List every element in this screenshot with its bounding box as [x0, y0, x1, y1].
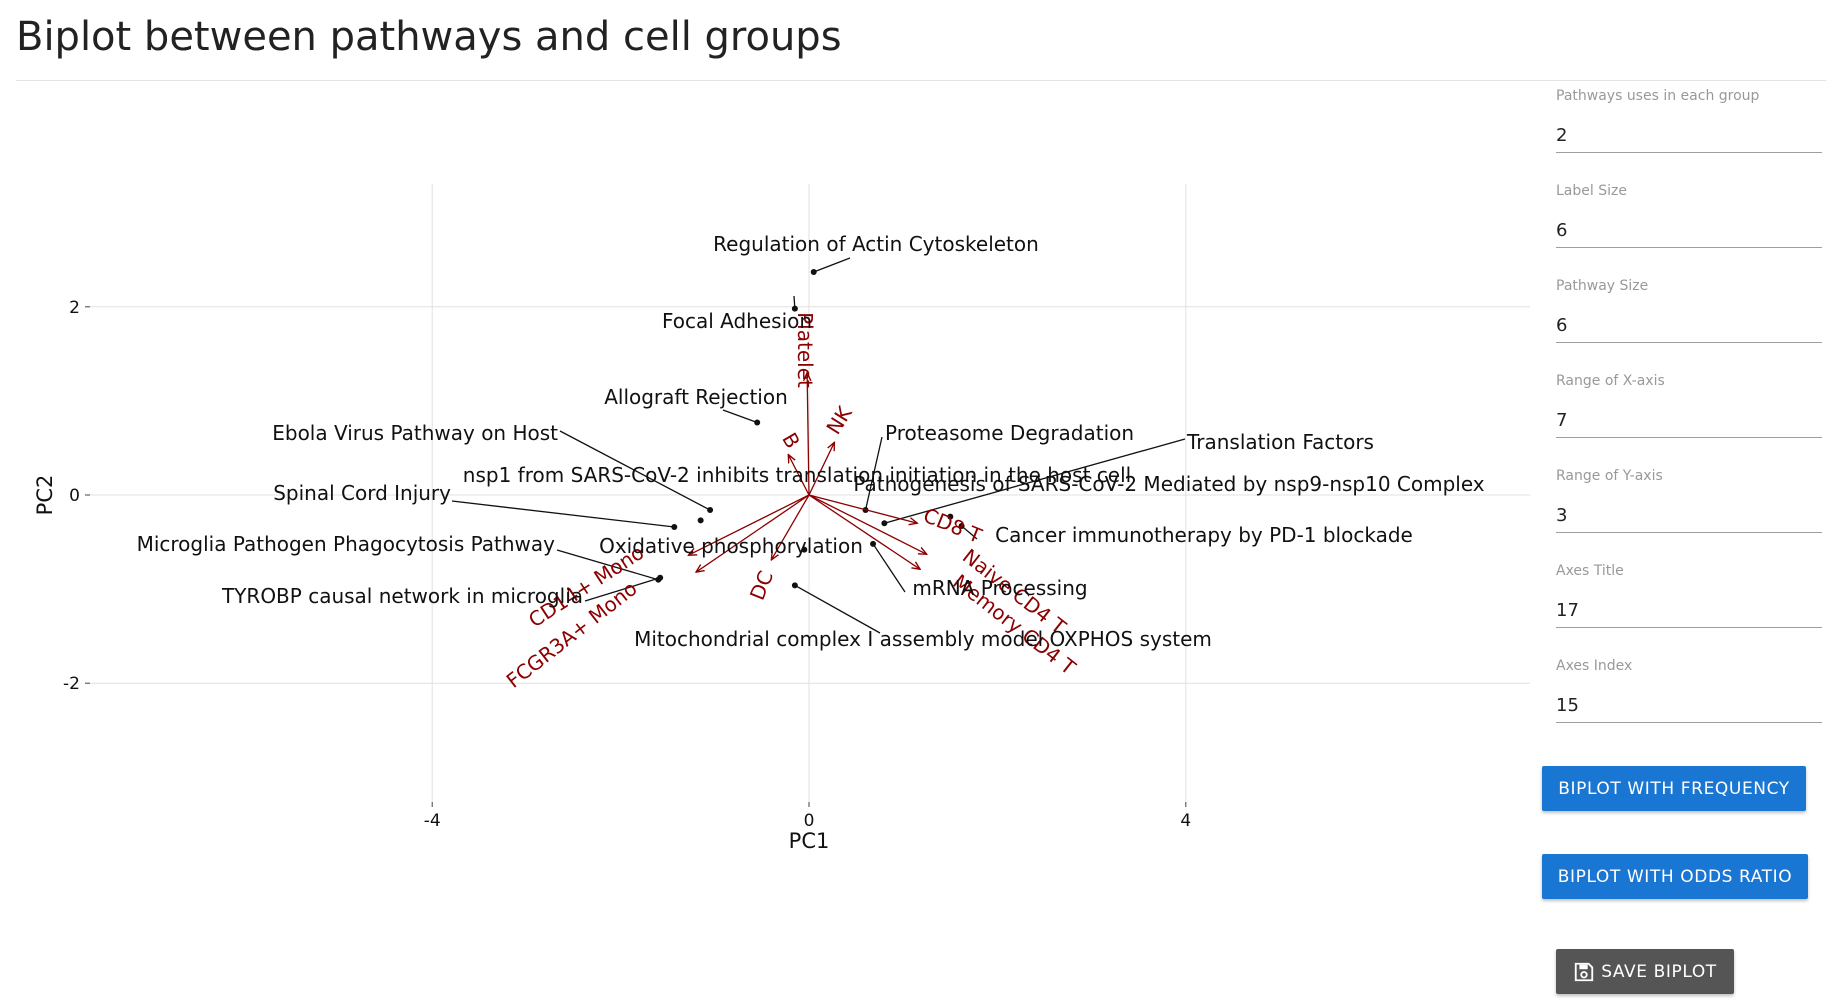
pathway-point [754, 419, 761, 426]
pathway-label: Regulation of Actin Cytoskeleton [713, 232, 1039, 256]
pathway-point [707, 507, 714, 514]
pathway-point [657, 574, 664, 581]
title-divider [16, 80, 1826, 81]
pathway-label: nsp1 from SARS-CoV-2 inhibits translatio… [463, 463, 1131, 487]
pathway-point [791, 582, 798, 589]
field-label: Axes Index [1556, 658, 1633, 674]
cell-group-label: NK [821, 401, 857, 438]
axes-index-input[interactable] [1556, 688, 1822, 723]
loading-arrow [808, 494, 920, 569]
loading-arrow [696, 494, 810, 572]
label-connector [961, 525, 978, 540]
cell-group-label: CD8 T [920, 503, 986, 548]
pathway-label: Allograft Rejection [604, 385, 788, 409]
pathway-label: Mitochondrial complex I assembly model O… [634, 627, 1212, 651]
x-range-input[interactable] [1556, 403, 1822, 438]
pathway-label: Focal Adhesion [662, 309, 812, 333]
loading-arrow [688, 494, 810, 555]
pathway-label: Spinal Cord Injury [273, 481, 451, 505]
biplot-frequency-button[interactable]: BIPLOT WITH FREQUENCY [1542, 766, 1806, 811]
field-pathways-per-group: Pathways uses in each group [1556, 82, 1826, 177]
sidebar: Pathways uses in each group Label Size P… [1556, 82, 1826, 747]
pathway-label: Pathogenesis of SARS-CoV-2 Mediated by n… [853, 472, 1484, 496]
pathway-label: Proteasome Degradation [885, 421, 1134, 445]
cell-group-label: Platelet [793, 312, 817, 388]
x-tick-label: 4 [1180, 811, 1191, 831]
y-range-input[interactable] [1556, 498, 1822, 533]
label-connector [813, 257, 851, 273]
x-tick-label: 0 [804, 811, 815, 831]
field-label: Pathway Size [1556, 278, 1649, 294]
pathway-point [870, 540, 877, 547]
field-y-range: Range of Y-axis [1556, 462, 1826, 557]
loading-arrow [788, 455, 810, 496]
y-tick-label: 2 [69, 298, 80, 318]
pathway-label: Translation Factors [1186, 430, 1374, 454]
label-connector [556, 549, 659, 581]
loading-arrow [807, 373, 809, 496]
loading-arrow [808, 494, 927, 554]
label-size-input[interactable] [1556, 213, 1822, 248]
pathway-label: Oxidative phosphorylation [599, 534, 863, 558]
pathway-point [881, 520, 888, 527]
label-connector [451, 500, 675, 528]
pathway-point [697, 517, 704, 524]
field-x-range: Range of X-axis [1556, 367, 1826, 462]
y-axis-title: PC2 [33, 475, 57, 516]
biplot-area: -4 0 4 -2 0 2 PC1 PC2 Platelet NK B CD8 T Naive CD4 … [0, 82, 1530, 998]
field-label: Label Size [1556, 183, 1627, 199]
pathway-point [791, 305, 798, 312]
field-label: Range of Y-axis [1556, 468, 1663, 484]
cell-group-label: B [777, 429, 805, 453]
label-connector [872, 543, 906, 593]
biplot-odds-ratio-button[interactable]: BIPLOT WITH ODDS RATIO [1542, 854, 1808, 899]
pathway-point [801, 546, 808, 553]
label-connector [559, 430, 711, 511]
save-button-label: SAVE BIPLOT [1601, 961, 1717, 982]
field-label-size: Label Size [1556, 177, 1826, 272]
label-connector [864, 436, 883, 511]
pathways-per-group-input[interactable] [1556, 118, 1822, 153]
x-axis-title: PC1 [789, 829, 830, 853]
pathway-point [810, 268, 817, 275]
pathway-label: Ebola Virus Pathway on Host [272, 421, 558, 445]
cell-group-label: DC [745, 567, 778, 603]
label-connector [584, 577, 661, 602]
floppy-disk-icon [1573, 961, 1595, 983]
label-connector [794, 584, 881, 634]
label-connector [884, 438, 1186, 524]
pathway-label: TYROBP causal network in microglia [221, 584, 583, 608]
pathway-label: Cancer immunotherapy by PD-1 blockade [995, 523, 1413, 547]
x-tick-label: -4 [424, 811, 441, 831]
pathway-label: Microglia Pathogen Phagocytosis Pathway [137, 532, 556, 556]
axes-title-input[interactable] [1556, 593, 1822, 628]
y-tick-label: 0 [69, 486, 80, 506]
label-connector [722, 409, 758, 424]
loading-arrow [808, 442, 834, 496]
pathway-point [671, 523, 678, 530]
field-pathway-size: Pathway Size [1556, 272, 1826, 367]
field-axes-index: Axes Index [1556, 652, 1826, 747]
loading-arrow [771, 494, 810, 560]
y-tick-label: -2 [63, 674, 80, 694]
pathway-point [958, 523, 965, 530]
field-label: Range of X-axis [1556, 373, 1665, 389]
pathway-point [947, 513, 954, 520]
field-label: Pathways uses in each group [1556, 88, 1760, 104]
page-title: Biplot between pathways and cell groups [16, 14, 842, 60]
loading-arrow [808, 494, 917, 523]
field-label: Axes Title [1556, 563, 1624, 579]
pathway-size-input[interactable] [1556, 308, 1822, 343]
save-biplot-button[interactable]: SAVE BIPLOT [1556, 949, 1734, 994]
field-axes-title: Axes Title [1556, 557, 1826, 652]
pathway-label: mRNA Processing [912, 576, 1087, 600]
